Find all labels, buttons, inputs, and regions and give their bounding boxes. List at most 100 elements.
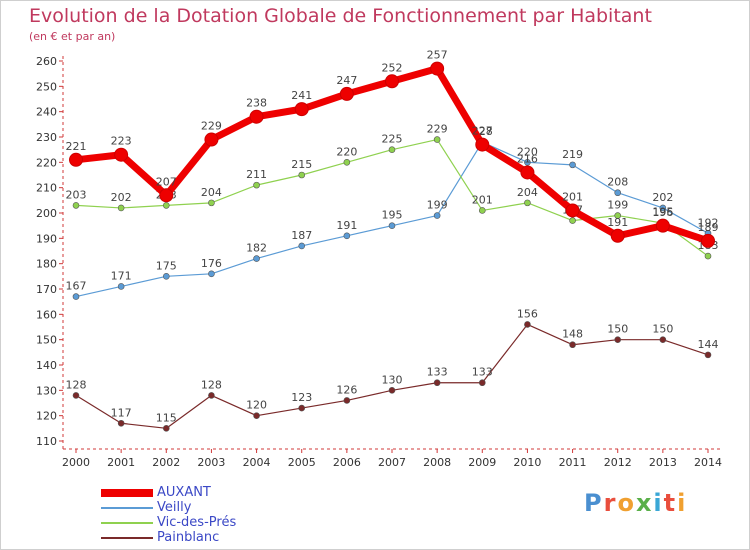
y-tick-label: 230 — [36, 131, 57, 144]
legend-label-vic-des-pr-s: Vic-des-Prés — [157, 515, 237, 530]
data-point-painblanc — [208, 392, 215, 399]
data-label-veilly: 176 — [201, 257, 222, 270]
data-point-painblanc — [72, 392, 80, 399]
data-label-painblanc: 130 — [382, 373, 403, 386]
data-point-auxant — [655, 218, 670, 233]
data-point-auxant — [610, 228, 625, 243]
data-label-veilly: 220 — [517, 145, 538, 158]
data-label-painblanc: 128 — [66, 378, 87, 391]
legend-item-vic-des-pr-s: Vic-des-Prés — [101, 515, 236, 530]
y-tick-label: 250 — [36, 80, 57, 93]
data-label-auxant: 227 — [472, 125, 493, 138]
data-point-vic-des-pr-s — [208, 199, 215, 207]
data-label-auxant: 257 — [427, 49, 448, 62]
data-label-veilly: 171 — [111, 269, 132, 282]
data-label-painblanc: 128 — [201, 378, 222, 391]
data-point-painblanc — [524, 321, 531, 328]
data-label-vic-des-pr-s: 220 — [336, 145, 357, 158]
x-tick-label: 2006 — [333, 456, 361, 469]
chart-legend: AUXANT Veilly Vic-des-Prés Painblanc — [101, 485, 236, 545]
y-tick-label: 110 — [36, 435, 57, 448]
data-point-auxant — [339, 86, 354, 101]
data-point-auxant — [69, 152, 83, 167]
data-point-painblanc — [162, 425, 170, 432]
y-tick-label: 180 — [36, 258, 57, 271]
x-tick-label: 2007 — [378, 456, 406, 469]
legend-item-painblanc: Painblanc — [101, 530, 236, 545]
legend-swatch-auxant — [101, 488, 153, 497]
data-label-veilly: 182 — [246, 242, 267, 255]
data-label-auxant: 189 — [698, 221, 719, 234]
data-point-auxant — [701, 233, 715, 248]
data-point-painblanc — [614, 336, 622, 343]
x-tick-label: 2003 — [197, 456, 225, 469]
data-label-veilly: 167 — [66, 280, 87, 293]
data-label-auxant: 216 — [517, 152, 538, 165]
data-point-veilly — [343, 232, 351, 240]
data-label-auxant: 191 — [607, 216, 628, 229]
y-tick-label: 130 — [36, 384, 57, 397]
x-tick-label: 2009 — [468, 456, 496, 469]
data-label-painblanc: 144 — [698, 338, 719, 351]
data-label-vic-des-pr-s: 229 — [427, 123, 448, 136]
data-label-painblanc: 150 — [607, 323, 628, 336]
chart-subtitle: (en € et par an) — [29, 30, 116, 43]
data-label-vic-des-pr-s: 203 — [66, 188, 87, 201]
data-label-auxant: 223 — [111, 135, 132, 148]
data-label-painblanc: 126 — [336, 383, 357, 396]
data-point-veilly — [298, 242, 306, 250]
x-tick-label: 2001 — [107, 456, 135, 469]
data-point-auxant — [159, 188, 174, 203]
x-tick-label: 2011 — [559, 456, 587, 469]
data-point-auxant — [430, 61, 445, 76]
data-label-painblanc: 123 — [291, 391, 312, 404]
data-point-auxant — [520, 165, 535, 180]
data-point-auxant — [294, 102, 309, 117]
data-label-painblanc: 156 — [517, 307, 538, 320]
data-point-painblanc — [388, 387, 396, 394]
data-label-vic-des-pr-s: 211 — [246, 168, 267, 181]
legend-swatch-veilly — [101, 506, 153, 509]
data-point-auxant — [204, 132, 219, 147]
data-point-veilly — [614, 189, 622, 197]
x-tick-label: 2004 — [243, 456, 271, 469]
y-tick-label: 140 — [36, 359, 57, 372]
data-label-painblanc: 115 — [156, 411, 177, 424]
data-point-auxant — [475, 137, 490, 152]
data-label-veilly: 202 — [652, 191, 673, 204]
data-label-auxant: 252 — [382, 61, 403, 74]
y-tick-label: 160 — [36, 308, 57, 321]
data-point-painblanc — [253, 412, 260, 419]
y-tick-label: 260 — [36, 55, 57, 68]
data-point-vic-des-pr-s — [478, 207, 486, 214]
data-point-painblanc — [704, 351, 712, 359]
legend-label-painblanc: Painblanc — [157, 530, 220, 545]
legend-label-veilly: Veilly — [157, 500, 192, 515]
y-tick-label: 240 — [36, 106, 57, 119]
data-label-auxant: 241 — [291, 89, 312, 102]
legend-item-auxant: AUXANT — [101, 485, 236, 500]
data-label-vic-des-pr-s: 201 — [472, 193, 493, 206]
data-point-vic-des-pr-s — [298, 171, 306, 179]
data-label-veilly: 192 — [698, 216, 719, 229]
x-tick-label: 2008 — [423, 456, 451, 469]
data-point-vic-des-pr-s — [253, 181, 260, 189]
data-label-painblanc: 150 — [652, 323, 673, 336]
data-label-veilly: 191 — [336, 219, 357, 232]
x-tick-label: 2000 — [62, 456, 90, 469]
data-point-vic-des-pr-s — [433, 136, 441, 143]
data-point-veilly — [569, 161, 576, 169]
data-label-veilly: 219 — [562, 148, 583, 161]
x-tick-label: 2013 — [649, 456, 677, 469]
data-label-vic-des-pr-s: 202 — [111, 191, 132, 204]
data-point-veilly — [117, 283, 125, 290]
data-label-vic-des-pr-s: 199 — [607, 199, 628, 212]
data-label-veilly: 208 — [607, 176, 628, 189]
data-label-vic-des-pr-s: 196 — [652, 206, 673, 219]
data-label-auxant: 195 — [652, 206, 673, 219]
data-point-veilly — [433, 212, 441, 219]
data-label-vic-des-pr-s: 204 — [517, 186, 538, 199]
y-tick-label: 190 — [36, 232, 57, 245]
